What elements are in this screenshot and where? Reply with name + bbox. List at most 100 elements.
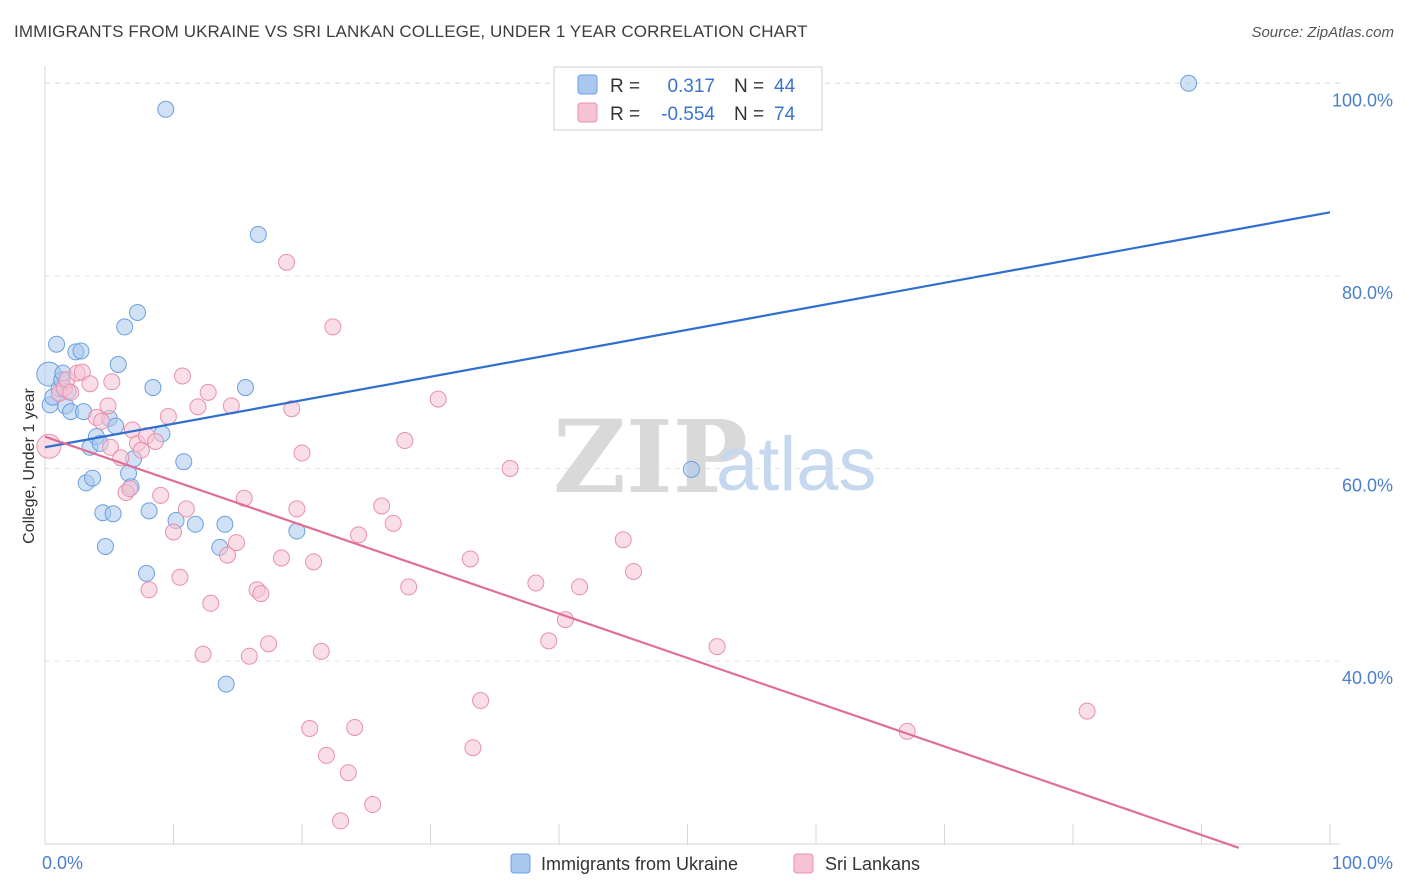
trend-lines <box>44 211 1331 849</box>
legend-swatch-srilankan <box>577 102 598 123</box>
srilankan-point <box>272 549 290 567</box>
srilankan-point <box>527 574 545 592</box>
srilankan-point <box>177 500 195 518</box>
ukraine-point <box>138 564 156 582</box>
ukraine-point <box>1180 74 1198 92</box>
ukraine-point <box>217 675 235 693</box>
y-axis-title: College, Under 1 year <box>21 388 38 544</box>
y-tick-label: 60.0% <box>1342 475 1393 495</box>
ukraine-point <box>236 379 254 397</box>
srilankan-point <box>429 390 447 408</box>
ukraine-point <box>144 379 162 397</box>
series-srilankan-points <box>36 253 1096 830</box>
ukraine-point <box>84 469 102 487</box>
legend-r-value-srilankan: -0.554 <box>661 104 715 125</box>
srilankan-point <box>293 444 311 462</box>
srilankan-point <box>81 375 99 393</box>
srilankan-point <box>317 746 335 764</box>
srilankan-point <box>159 407 177 425</box>
srilankan-point <box>614 531 632 549</box>
watermark-atlas: atlas <box>716 422 877 507</box>
ukraine-point <box>682 460 700 478</box>
srilankan-point <box>540 632 558 650</box>
bottom-legend-swatch-ukraine <box>510 853 531 874</box>
srilankan-point <box>140 581 158 599</box>
srilankan-point <box>332 812 350 830</box>
ukraine-point <box>116 318 134 336</box>
x-tick-label: 100.0% <box>1332 853 1393 873</box>
srilankan-point <box>147 432 165 450</box>
srilankan-point <box>472 692 490 710</box>
srilankan-point <box>278 253 296 271</box>
srilankan-point <box>194 645 212 663</box>
legend-swatch-ukraine <box>577 74 598 95</box>
ukraine-point <box>186 515 204 533</box>
legend-n-value-ukraine: 44 <box>774 76 796 97</box>
chart-title: IMMIGRANTS FROM UKRAINE VS SRI LANKAN CO… <box>14 22 808 41</box>
srilankan-point <box>62 383 80 401</box>
legend-r-label-srilankan: R = <box>610 104 640 125</box>
srilankan-point <box>625 562 643 580</box>
ukraine-point <box>249 225 267 243</box>
srilankan-point <box>1078 702 1096 720</box>
ukraine-point <box>140 502 158 520</box>
srilankan-point <box>202 594 220 612</box>
ukraine-trend-line <box>44 211 1331 449</box>
srilankan-point <box>305 553 323 571</box>
srilankan-point <box>252 585 270 603</box>
srilankan-point <box>708 638 726 656</box>
watermark-zip: ZIP <box>553 398 748 516</box>
x-tick-label: 0.0% <box>42 853 83 873</box>
ukraine-point <box>96 537 114 555</box>
srilankan-point <box>364 796 382 814</box>
srilankan-point <box>373 497 391 515</box>
bottom-legend: Immigrants from Ukraine Sri Lankans <box>510 853 920 874</box>
srilankan-point <box>339 764 357 782</box>
legend-r-value-ukraine: 0.317 <box>667 76 715 97</box>
ukraine-point <box>129 303 147 321</box>
legend: R = 0.317 N = 44 R = -0.554 N = 74 <box>553 66 823 131</box>
srilankan-point <box>571 578 589 596</box>
y-tick-label: 40.0% <box>1342 668 1393 688</box>
srilankan-point <box>103 373 121 391</box>
srilankan-point <box>396 432 414 450</box>
srilankan-point <box>93 412 111 430</box>
x-tick-labels: 0.0% 100.0% <box>42 853 1393 873</box>
srilankan-point <box>312 642 330 660</box>
srilankan-point <box>165 523 182 541</box>
watermark: ZIP atlas <box>553 398 877 516</box>
srilankan-point <box>99 397 117 415</box>
srilankan-point <box>227 534 245 552</box>
srilankan-point <box>288 500 306 518</box>
srilankan-point <box>346 718 364 736</box>
srilankan-point <box>121 480 139 498</box>
srilankan-point <box>384 514 402 532</box>
ukraine-point <box>109 355 127 373</box>
srilankan-point <box>324 318 342 336</box>
bottom-legend-label-ukraine: Immigrants from Ukraine <box>541 854 738 874</box>
bottom-legend-label-srilankan: Sri Lankans <box>825 854 920 874</box>
bottom-legend-swatch-srilankan <box>793 853 814 874</box>
srilankan-point <box>189 398 207 416</box>
srilankan-point <box>218 546 236 564</box>
source-label: Source: ZipAtlas.com <box>1251 24 1394 41</box>
legend-n-value-srilankan: 74 <box>774 104 796 125</box>
legend-n-label-srilankan: N = <box>734 104 764 125</box>
y-tick-labels: 40.0% 60.0% 80.0% 100.0% <box>1332 90 1393 688</box>
srilankan-point <box>464 739 482 757</box>
srilankan-point <box>102 438 120 456</box>
srilankan-point <box>461 550 479 568</box>
srilankan-point <box>400 578 418 596</box>
ukraine-point <box>104 505 122 523</box>
ukraine-point <box>72 342 90 360</box>
srilankan-trend-line <box>44 435 1240 849</box>
ukraine-point <box>175 453 193 471</box>
srilankan-point <box>283 400 301 418</box>
srilankan-point <box>152 486 170 504</box>
srilankan-point <box>240 647 258 665</box>
ukraine-point <box>48 335 66 353</box>
gridlines <box>45 82 1340 662</box>
legend-box <box>553 66 823 131</box>
srilankan-point <box>132 441 150 459</box>
y-tick-label: 100.0% <box>1332 90 1393 110</box>
